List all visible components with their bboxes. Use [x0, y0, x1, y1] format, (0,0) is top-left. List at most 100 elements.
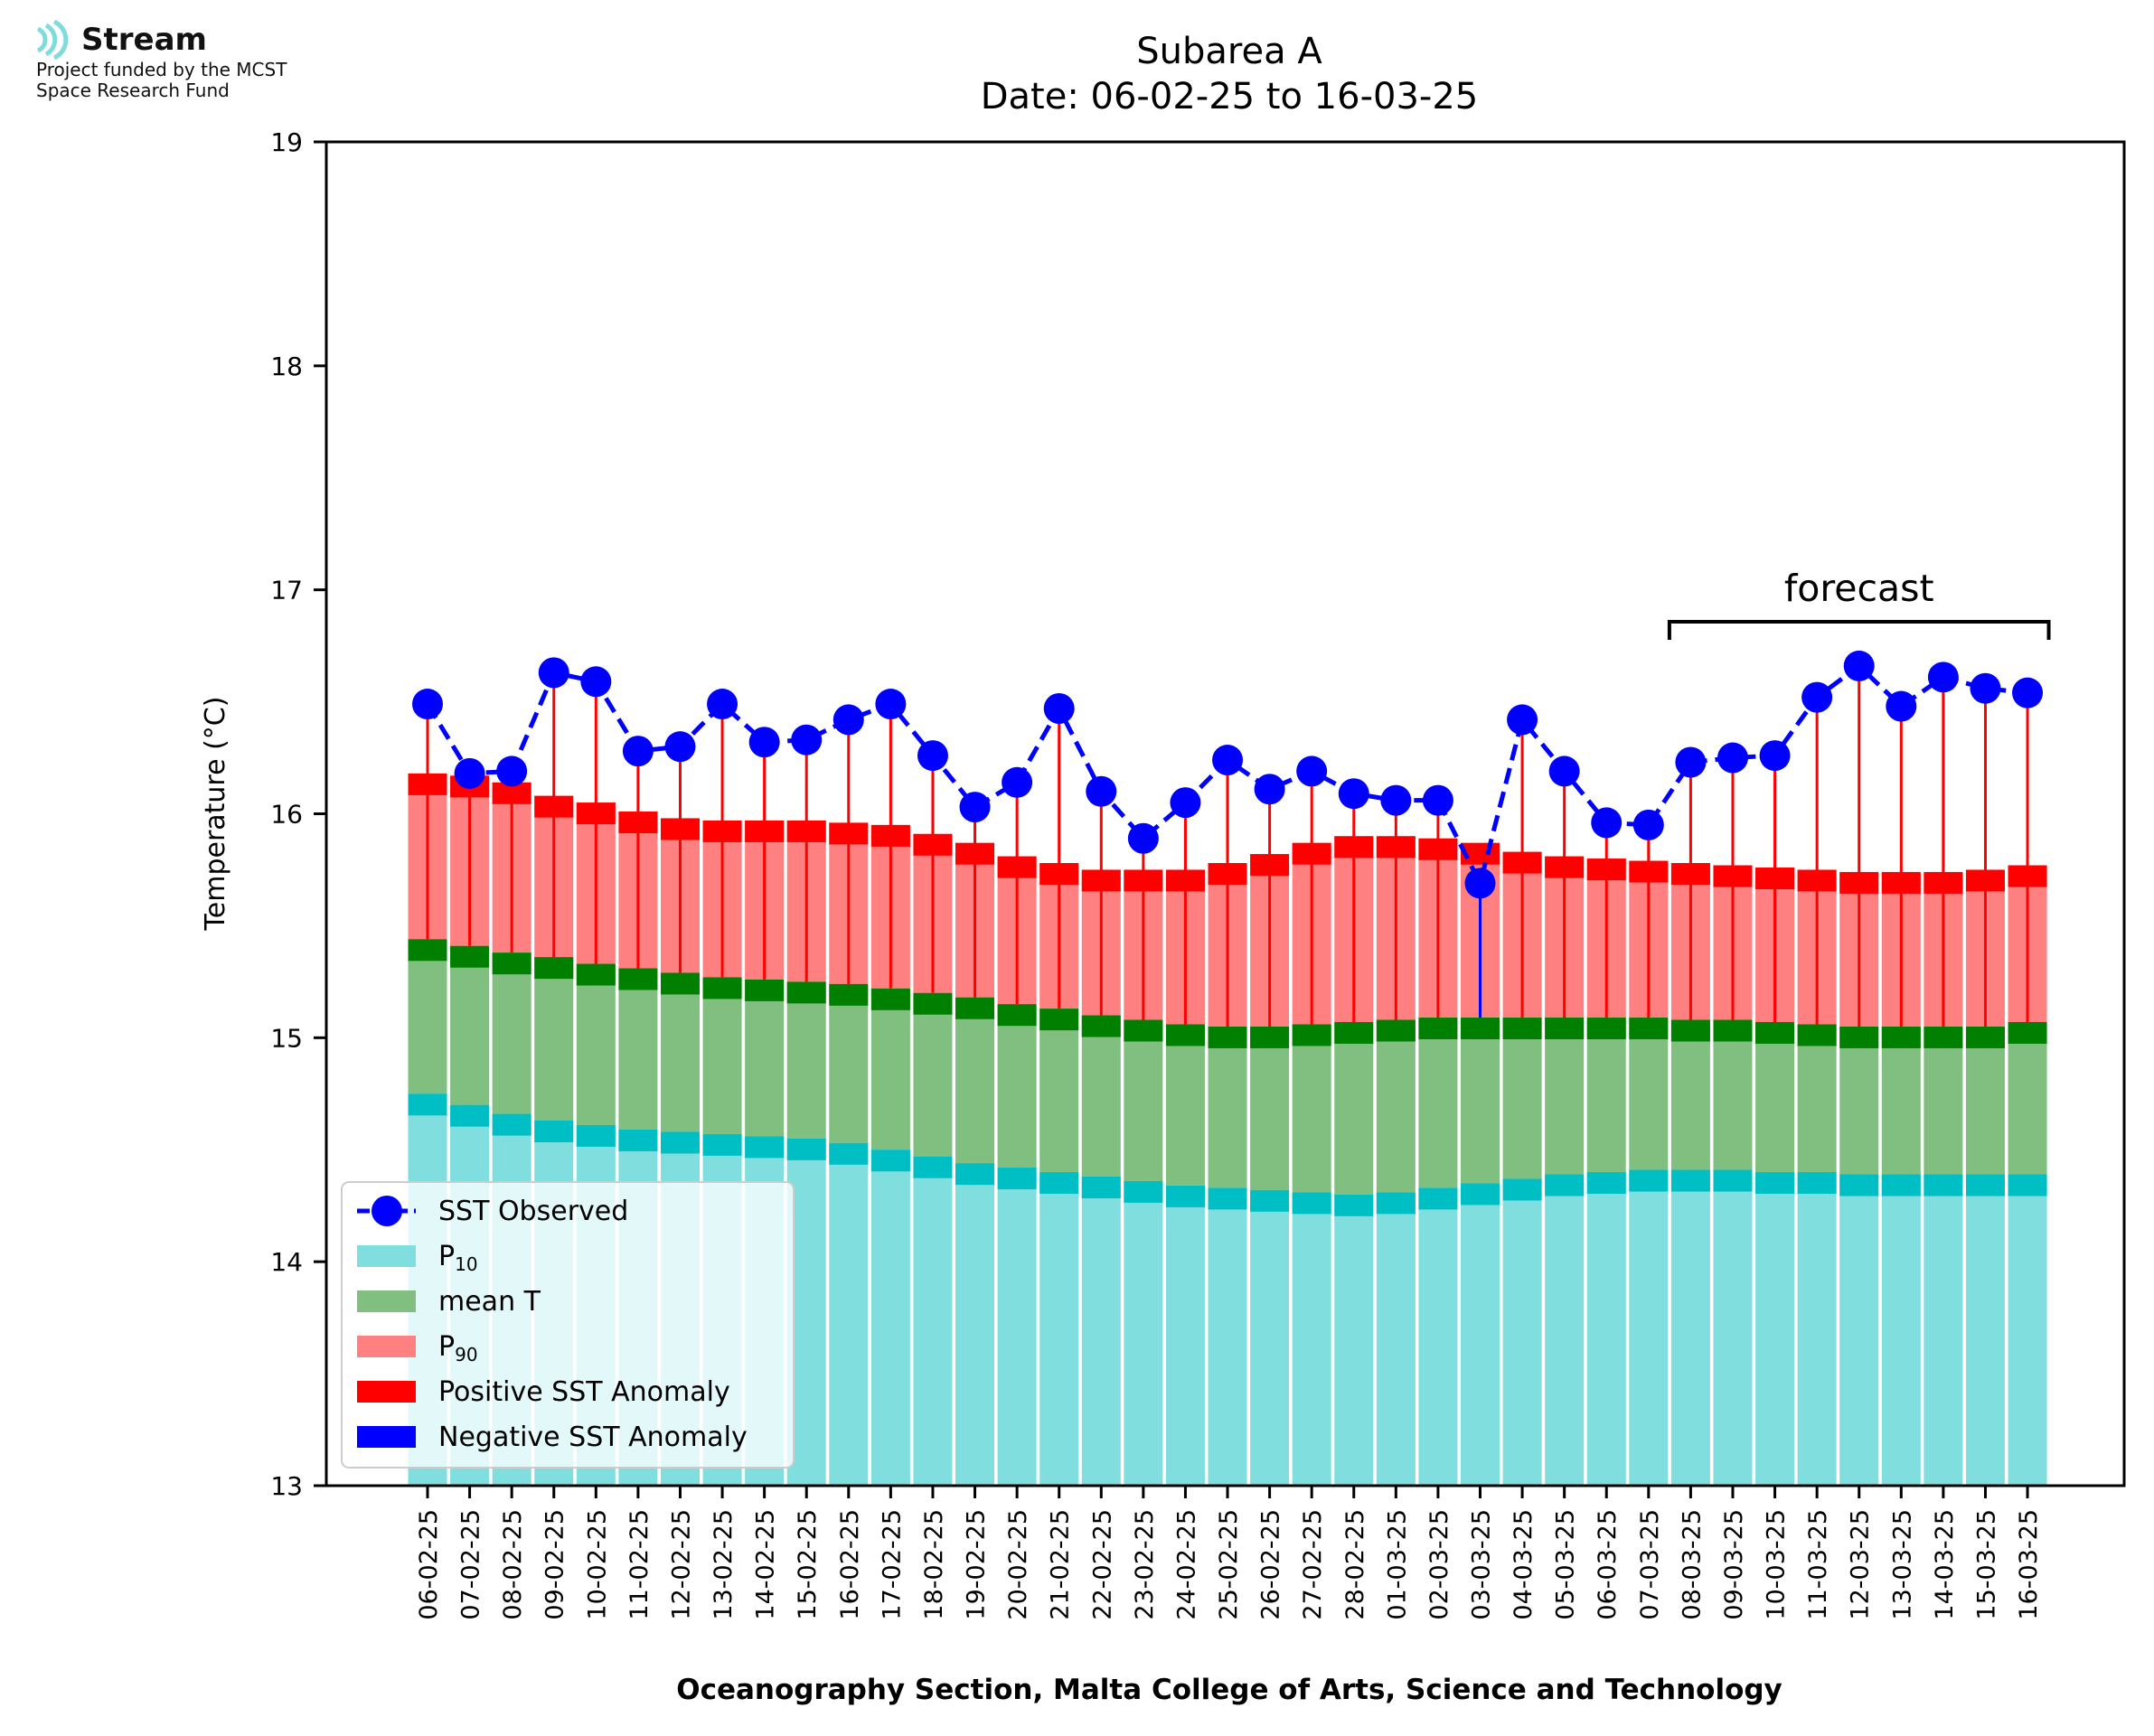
p10-edge-band — [1965, 1174, 2005, 1196]
mean-edge-band — [702, 977, 742, 999]
mean-edge-band — [1292, 1024, 1331, 1046]
legend-label: Positive SST Anomaly — [438, 1376, 730, 1408]
mean-edge-band — [913, 992, 953, 1015]
p10-edge-band — [1418, 1187, 1458, 1210]
x-tick-label: 07-03-25 — [1636, 1509, 1664, 1620]
sst-observed-point — [1801, 681, 1833, 713]
mean-bar — [1670, 1019, 1710, 1170]
mean-edge-band — [1502, 1018, 1542, 1040]
anomaly-stems-layer — [426, 665, 2029, 1027]
legend-swatch — [357, 1381, 416, 1403]
sst-observed-point — [1338, 778, 1369, 810]
p10-bar — [955, 1163, 995, 1486]
x-tick-label: 27-02-25 — [1299, 1509, 1327, 1620]
mean-edge-band — [1334, 1021, 1374, 1044]
x-tick-label: 28-02-25 — [1341, 1509, 1369, 1620]
x-tick-label: 09-02-25 — [541, 1509, 569, 1620]
sst-observed-point — [2012, 677, 2044, 708]
mean-edge-band — [1755, 1021, 1795, 1044]
x-tick-label: 12-02-25 — [667, 1509, 695, 1620]
sst-observed-point — [832, 704, 864, 736]
x-tick-label: 15-02-25 — [794, 1509, 822, 1620]
p10-edge-band — [1165, 1185, 1205, 1207]
x-tick-label: 01-03-25 — [1383, 1509, 1411, 1620]
sst-observed-point — [917, 740, 948, 772]
p10-bar — [829, 1142, 869, 1486]
x-tick-label: 12-03-25 — [1847, 1509, 1875, 1620]
p10-edge-band — [1545, 1174, 1585, 1196]
p10-bar — [1839, 1174, 1879, 1486]
y-tick-label: 15 — [270, 1023, 303, 1053]
p10-edge-band — [702, 1133, 742, 1156]
p10-bar — [1502, 1178, 1542, 1486]
p10-edge-band — [576, 1124, 616, 1147]
x-tick-label: 02-03-25 — [1425, 1509, 1453, 1620]
mean-bar — [618, 968, 658, 1130]
sst-observed-point — [707, 689, 738, 720]
p10-bar — [1418, 1187, 1458, 1486]
mean-bar — [2008, 1021, 2047, 1175]
x-tick-label: 22-02-25 — [1088, 1509, 1116, 1620]
p10-bar — [870, 1150, 910, 1486]
legend-label: mean T — [438, 1286, 541, 1318]
logo-name: Stream — [81, 22, 207, 58]
mean-edge-band — [1376, 1019, 1416, 1042]
p10-bar — [1965, 1174, 2005, 1486]
legend-swatch — [357, 1336, 416, 1357]
mean-edge-band — [576, 963, 616, 986]
sst-observed-point — [1254, 774, 1285, 805]
mean-bar — [1461, 1018, 1500, 1184]
p10-edge-band — [955, 1163, 995, 1186]
p10-edge-band — [1881, 1174, 1921, 1196]
y-axis: 13 14 15 16 17 18 19 — [270, 127, 326, 1501]
mean-edge-band — [450, 945, 490, 968]
x-axis-label: Oceanography Section, Malta College of A… — [676, 1674, 1782, 1706]
legend-label: SST Observed — [438, 1196, 628, 1227]
mean-bar — [660, 972, 700, 1132]
y-axis-label: Temperature (°C) — [200, 697, 231, 932]
p10-edge-band — [1461, 1183, 1500, 1206]
sst-observed-point — [1548, 755, 1580, 787]
mean-edge-band — [1081, 1015, 1121, 1037]
x-tick-label: 05-03-25 — [1552, 1509, 1580, 1620]
y-tick-label: 16 — [270, 800, 303, 830]
mean-bar — [1881, 1026, 1921, 1175]
x-tick-label: 20-02-25 — [1004, 1509, 1032, 1620]
mean-bar — [1165, 1024, 1205, 1186]
x-tick-label: 11-03-25 — [1804, 1509, 1832, 1620]
sst-observed-point — [580, 666, 612, 698]
sst-observed-point — [664, 731, 696, 763]
p10-edge-band — [1670, 1169, 1710, 1192]
p10-bar — [1755, 1172, 1795, 1486]
x-tick-label: 06-03-25 — [1594, 1509, 1622, 1620]
sst-observed-point — [1632, 809, 1664, 840]
x-tick-label: 13-02-25 — [710, 1509, 738, 1620]
p10-edge-band — [1755, 1172, 1795, 1195]
signal-waves-icon — [36, 20, 69, 60]
mean-bar — [1334, 1021, 1374, 1195]
x-tick-label: 14-02-25 — [752, 1509, 780, 1620]
sst-observed-point — [1970, 672, 2001, 704]
mean-edge-band — [1250, 1026, 1290, 1048]
mean-edge-band — [1165, 1024, 1205, 1046]
x-tick-label: 03-03-25 — [1468, 1509, 1496, 1620]
legend-label-subscript: 10 — [455, 1253, 477, 1275]
mean-bar — [450, 945, 490, 1105]
x-tick-label: 16-02-25 — [836, 1509, 864, 1620]
mean-bar — [1629, 1018, 1669, 1170]
mean-bar — [1376, 1019, 1416, 1193]
mean-bar — [534, 957, 574, 1121]
mean-edge-band — [1124, 1019, 1163, 1042]
p10-edge-band — [997, 1168, 1037, 1190]
p10-edge-band — [1376, 1192, 1416, 1215]
mean-bar — [786, 981, 826, 1139]
p10-bar — [1713, 1169, 1753, 1486]
p10-bar — [1250, 1189, 1290, 1486]
p10-bar — [1629, 1169, 1669, 1486]
mean-bar — [913, 992, 953, 1157]
p10-bar — [1376, 1192, 1416, 1486]
sst-observed-point — [959, 792, 991, 823]
mean-bar — [1124, 1019, 1163, 1181]
sst-observed-point — [1591, 807, 1623, 839]
